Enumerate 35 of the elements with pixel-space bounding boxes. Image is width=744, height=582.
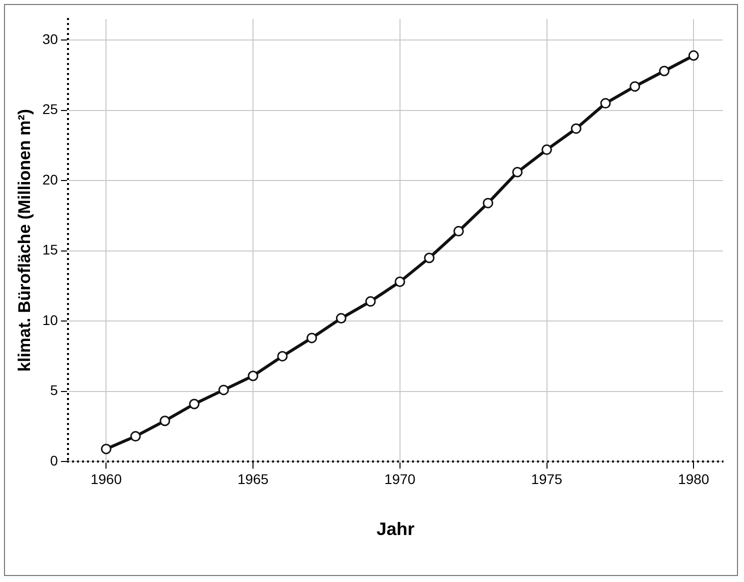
point (688, 50, 699, 61)
point (600, 98, 611, 109)
point (570, 123, 582, 134)
y-tick-label: 20 (42, 171, 58, 188)
point (424, 252, 435, 264)
point (100, 444, 112, 454)
point (394, 276, 406, 287)
y-tick-label: 10 (42, 312, 58, 328)
point (542, 144, 552, 155)
point (306, 332, 318, 344)
point (248, 370, 258, 382)
point (482, 198, 494, 208)
point (130, 431, 141, 442)
point (218, 384, 229, 396)
x-tick-label: 1980 (678, 470, 710, 487)
y-tick-label: 0 (50, 452, 58, 468)
y-tick-label: 25 (42, 101, 58, 118)
point (336, 313, 346, 324)
y-tick-label: 15 (42, 242, 58, 258)
x-tick-label: 1975 (531, 470, 563, 487)
y-tick-label: 30 (42, 30, 58, 47)
point (512, 166, 523, 178)
point (630, 81, 640, 92)
point (659, 66, 670, 76)
x-tick-label: 1970 (384, 470, 416, 487)
y-axis-title: klimat. Bürofläche (Millionen m²) (14, 109, 34, 372)
point (160, 416, 170, 426)
point (453, 226, 464, 236)
x-axis-title: Jahr (376, 519, 414, 540)
x-tick-label: 1960 (90, 470, 122, 487)
point (365, 296, 376, 307)
point (277, 350, 288, 362)
point (189, 398, 200, 410)
y-tick-label: 5 (50, 382, 58, 398)
x-tick-label: 1965 (237, 470, 269, 487)
